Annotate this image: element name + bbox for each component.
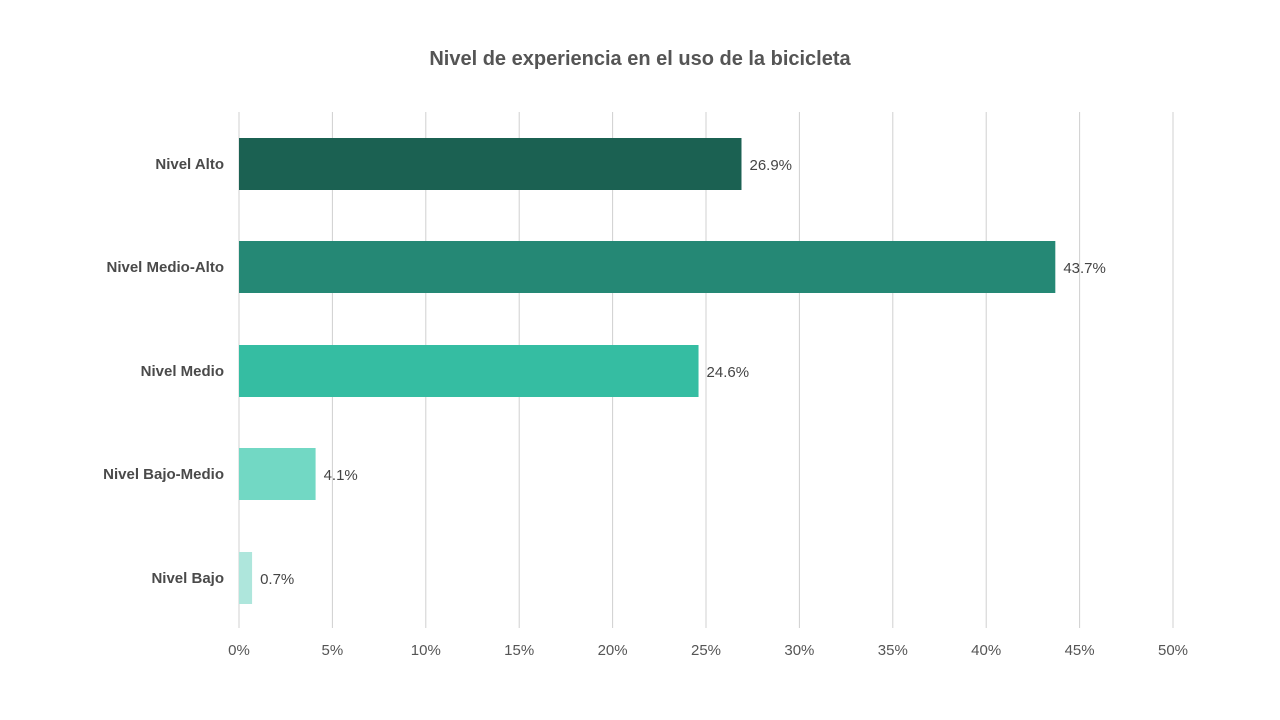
- bar-2: [239, 345, 699, 397]
- value-label-2: 24.6%: [707, 364, 750, 381]
- x-tick-label-10: 10%: [411, 642, 441, 659]
- category-label-0: Nivel Alto: [155, 156, 224, 173]
- x-tick-label-5: 5%: [322, 642, 344, 659]
- x-tick-label-25: 25%: [691, 642, 721, 659]
- value-label-4: 0.7%: [260, 571, 294, 588]
- category-label-3: Nivel Bajo-Medio: [103, 466, 224, 483]
- category-label-4: Nivel Bajo: [151, 570, 224, 587]
- value-label-0: 26.9%: [749, 157, 792, 174]
- bar-0: [239, 138, 742, 190]
- x-tick-label-35: 35%: [878, 642, 908, 659]
- category-label-2: Nivel Medio: [141, 363, 224, 380]
- category-label-1: Nivel Medio-Alto: [106, 259, 224, 276]
- bar-1: [239, 241, 1056, 293]
- x-tick-label-15: 15%: [504, 642, 534, 659]
- x-tick-label-0: 0%: [228, 642, 250, 659]
- x-tick-label-50: 50%: [1158, 642, 1188, 659]
- chart-title: Nivel de experiencia en el uso de la bic…: [429, 48, 851, 70]
- bar-4: [239, 552, 253, 604]
- value-label-3: 4.1%: [324, 467, 358, 484]
- value-label-1: 43.7%: [1063, 260, 1106, 277]
- bar-3: [239, 448, 316, 500]
- x-tick-label-30: 30%: [784, 642, 814, 659]
- x-tick-label-40: 40%: [971, 642, 1001, 659]
- x-tick-label-45: 45%: [1065, 642, 1095, 659]
- x-tick-label-20: 20%: [598, 642, 628, 659]
